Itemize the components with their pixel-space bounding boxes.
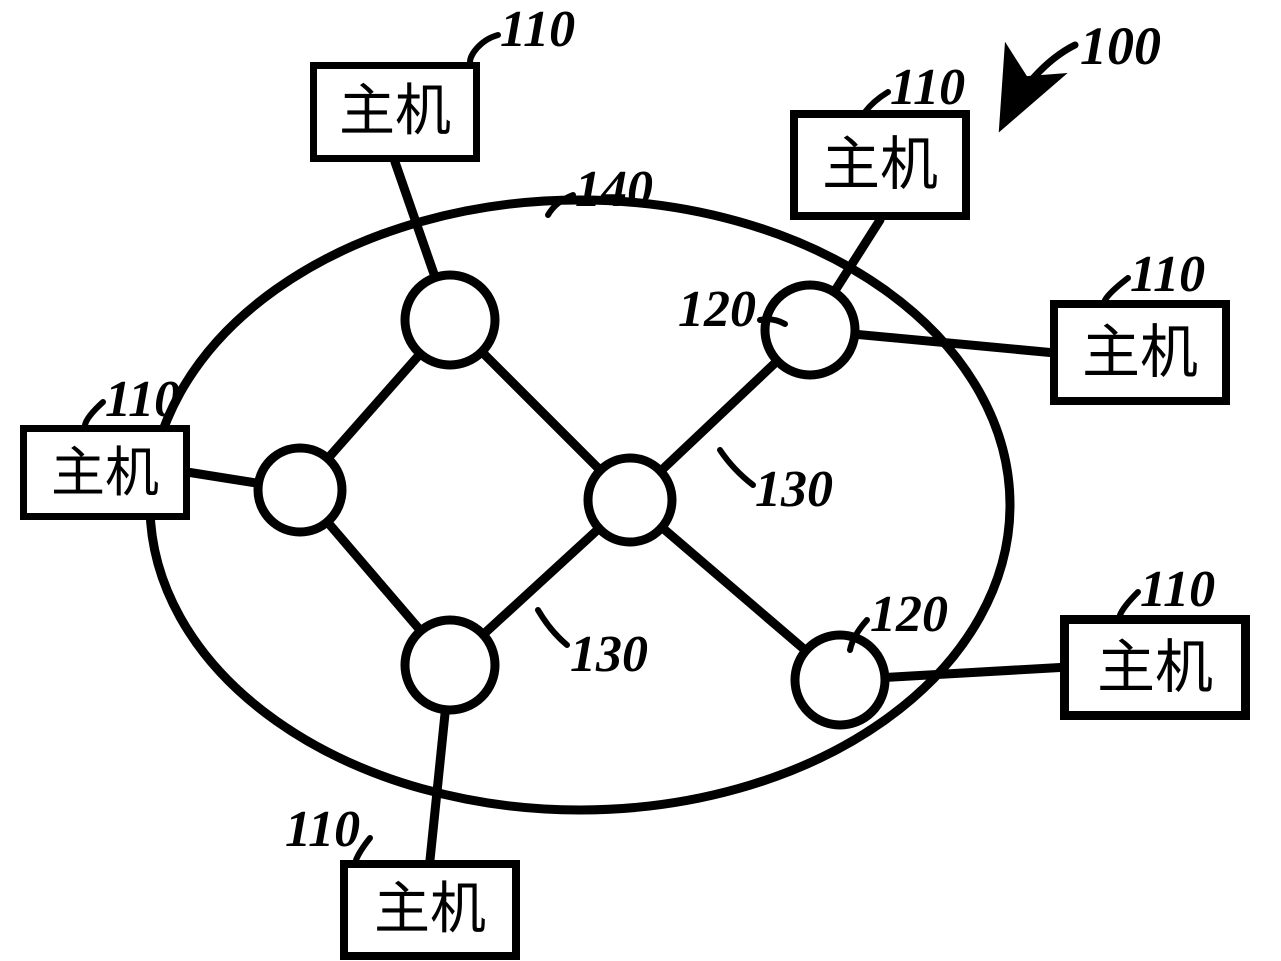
router-node xyxy=(405,620,495,710)
ref-label: 130 xyxy=(570,625,648,684)
ref-label-text: 110 xyxy=(285,801,360,858)
ref-label: 110 xyxy=(1140,560,1215,619)
ref-leader xyxy=(865,92,888,112)
ref-label-text: 110 xyxy=(1130,246,1205,303)
figure-svg xyxy=(0,0,1281,961)
ref-label-text: 140 xyxy=(575,161,653,218)
ref-leader xyxy=(1120,592,1138,615)
ref-label-text: 100 xyxy=(1080,16,1161,76)
host-label: 主机 xyxy=(339,84,451,140)
ref-leader xyxy=(1105,278,1128,300)
ref-label-text: 110 xyxy=(1140,561,1215,618)
host-box: 主机 xyxy=(310,62,480,162)
ref-leader xyxy=(1005,45,1075,120)
ref-label-text: 110 xyxy=(105,371,180,428)
host-label: 主机 xyxy=(51,446,159,500)
host-label: 主机 xyxy=(822,136,938,194)
host-box: 主机 xyxy=(790,110,970,220)
router-node xyxy=(405,275,495,365)
ref-label: 110 xyxy=(500,0,575,59)
leaders-layer xyxy=(85,35,1138,860)
ref-label-text: 130 xyxy=(570,626,648,683)
ref-label: 110 xyxy=(285,800,360,859)
host-label: 主机 xyxy=(1097,639,1213,697)
ref-label: 140 xyxy=(575,160,653,219)
host-box: 主机 xyxy=(20,425,190,520)
router-node xyxy=(795,635,885,725)
router-node xyxy=(258,448,342,532)
ref-label: 100 xyxy=(1080,15,1161,77)
host-label: 主机 xyxy=(1082,324,1198,382)
ref-label: 110 xyxy=(1130,245,1205,304)
host-label: 主机 xyxy=(374,882,486,938)
host-box: 主机 xyxy=(340,860,520,960)
ref-label: 120 xyxy=(678,280,756,339)
ref-label-text: 120 xyxy=(870,586,948,643)
ref-leader xyxy=(538,610,567,645)
ref-label: 120 xyxy=(870,585,948,644)
diagram-canvas: 主机主机主机主机主机主机1001101101101101101101401201… xyxy=(0,0,1281,961)
ref-label: 110 xyxy=(890,58,965,117)
ref-label: 110 xyxy=(105,370,180,429)
ref-leader xyxy=(720,450,753,485)
ref-label-text: 110 xyxy=(890,59,965,116)
ref-leader xyxy=(85,402,103,425)
ref-label-text: 130 xyxy=(755,461,833,518)
ref-leader xyxy=(470,35,498,62)
router-node xyxy=(588,458,672,542)
ref-label-text: 110 xyxy=(500,1,575,58)
router-node xyxy=(765,285,855,375)
host-box: 主机 xyxy=(1050,300,1230,405)
ref-label: 130 xyxy=(755,460,833,519)
ref-label-text: 120 xyxy=(678,281,756,338)
host-box: 主机 xyxy=(1060,615,1250,720)
